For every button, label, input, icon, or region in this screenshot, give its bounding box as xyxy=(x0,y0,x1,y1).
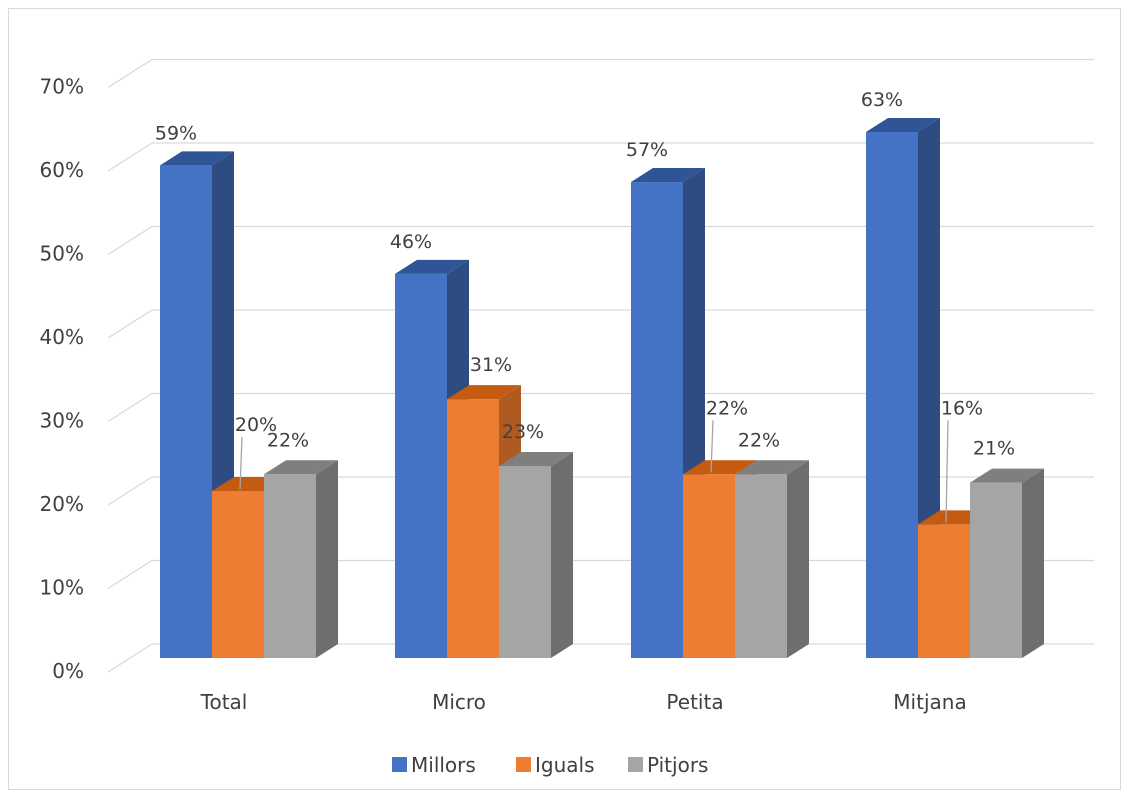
bar-top xyxy=(499,451,573,466)
gridline-diagonal xyxy=(107,559,153,590)
bar-top xyxy=(631,168,705,183)
bar-millors-micro xyxy=(395,273,447,658)
y-tick-label: 0% xyxy=(52,659,84,683)
data-label: 22% xyxy=(706,397,748,419)
bar-iguals-total xyxy=(212,491,264,658)
gridline-diagonal xyxy=(107,225,153,256)
data-label: 20% xyxy=(235,414,277,436)
data-label: 31% xyxy=(470,354,512,376)
x-tick-label: Mitjana xyxy=(893,690,966,714)
bar-top xyxy=(447,385,521,400)
bar-pitjors-mitjana xyxy=(970,482,1022,658)
gridline-diagonal xyxy=(107,392,153,423)
data-label: 22% xyxy=(738,429,780,451)
bar-millors-total xyxy=(160,165,212,658)
x-tick-label: Petita xyxy=(666,690,723,714)
legend-label-pitjors: Pitjors xyxy=(647,753,708,777)
bar-millors-mitjana xyxy=(866,131,918,658)
bar-top xyxy=(395,259,469,274)
y-tick-label: 10% xyxy=(40,576,84,600)
bar-pitjors-total xyxy=(264,474,316,658)
bar-top xyxy=(160,151,234,166)
data-label: 21% xyxy=(973,438,1015,460)
leader-line xyxy=(945,420,949,523)
data-labels: 59%20%22%46%31%23%57%22%22%63%16%21% xyxy=(155,89,1015,460)
bar-side xyxy=(551,451,573,658)
y-tick-label: 70% xyxy=(40,75,84,99)
gridline-diagonal xyxy=(107,643,153,673)
data-label: 23% xyxy=(502,421,544,443)
bar-top xyxy=(683,460,757,475)
legend: Millors Iguals Pitjors xyxy=(392,753,708,777)
data-label: 59% xyxy=(155,122,197,144)
leader-line xyxy=(710,420,714,473)
bar-top xyxy=(970,468,1044,483)
bar-millors-petita xyxy=(631,182,683,659)
leader-line xyxy=(239,436,243,490)
bars xyxy=(160,117,1044,659)
bar-pitjors-micro xyxy=(499,465,551,658)
data-label: 57% xyxy=(626,139,668,161)
bar-side xyxy=(787,460,809,658)
x-tick-label: Micro xyxy=(432,690,486,714)
x-tick-label: Total xyxy=(200,690,248,714)
gridline-diagonal xyxy=(107,476,153,506)
bar-iguals-micro xyxy=(447,399,499,658)
bar-top xyxy=(735,460,809,475)
bar-iguals-mitjana xyxy=(918,524,970,658)
y-tick-label: 60% xyxy=(40,158,84,182)
y-tick-label: 20% xyxy=(40,492,84,516)
bar-top xyxy=(866,117,940,132)
x-axis: Total Micro Petita Mitjana xyxy=(200,690,967,714)
leader-lines xyxy=(239,420,949,523)
gridline-diagonal xyxy=(107,142,153,172)
bar-side xyxy=(1022,468,1044,658)
gridline-diagonal xyxy=(107,58,153,89)
data-label: 46% xyxy=(390,231,432,253)
data-label: 22% xyxy=(267,429,309,451)
y-axis: 0% 10% 20% 30% 40% 50% 60% 70% xyxy=(40,75,84,684)
legend-label-millors: Millors xyxy=(411,753,476,777)
y-tick-label: 50% xyxy=(40,242,84,266)
data-label: 63% xyxy=(861,89,903,111)
legend-swatch-pitjors xyxy=(628,757,643,772)
bar-pitjors-petita xyxy=(735,474,787,658)
data-label: 16% xyxy=(941,397,983,419)
bar-iguals-petita xyxy=(683,474,735,658)
legend-label-iguals: Iguals xyxy=(535,753,595,777)
y-tick-label: 40% xyxy=(40,325,84,349)
bar-top xyxy=(264,460,338,475)
bar-side xyxy=(316,460,338,658)
gridline-diagonal xyxy=(107,309,153,339)
legend-swatch-iguals xyxy=(516,757,531,772)
y-tick-label: 30% xyxy=(40,409,84,433)
legend-swatch-millors xyxy=(392,757,407,772)
